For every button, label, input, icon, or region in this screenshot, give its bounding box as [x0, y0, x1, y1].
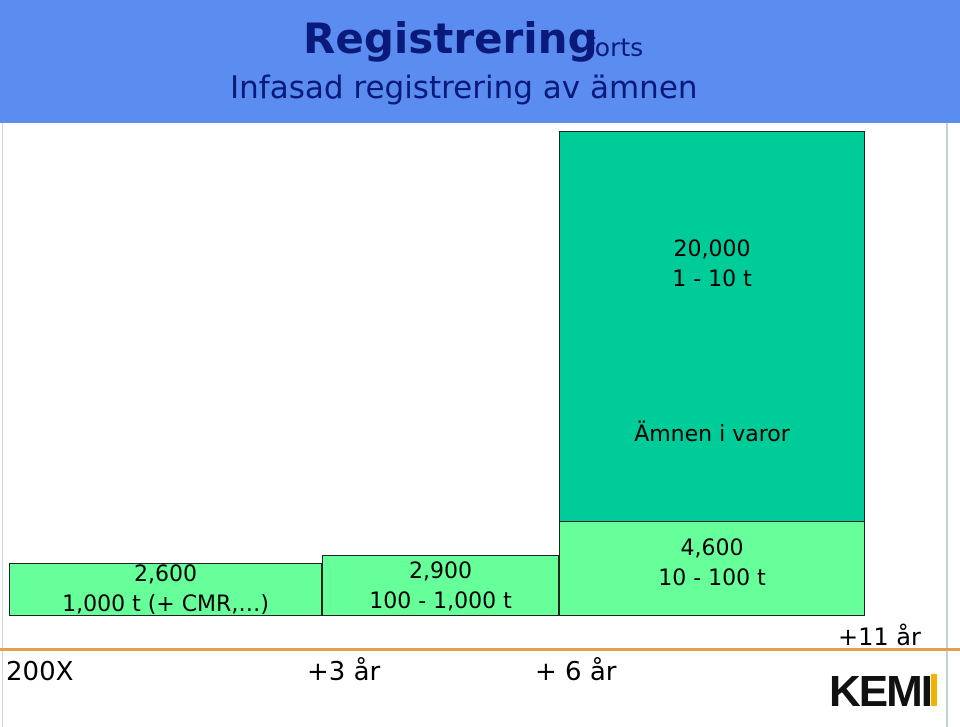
- bar-2900: [322, 555, 559, 616]
- page-title-suffix: forts: [586, 33, 644, 62]
- timeline-tick-200x: 200X: [6, 657, 74, 687]
- timeline-axis: [0, 648, 960, 651]
- timeline-tick-6-years: + 6 år: [535, 657, 617, 687]
- bar-4600-count: 4,600: [680, 536, 744, 561]
- page-title: Registrering: [303, 14, 598, 63]
- timeline-tick-11-years: +11 år: [838, 623, 921, 651]
- timeline-tick-3-years: +3 år: [307, 657, 381, 687]
- bar-2600-count: 2,600: [134, 562, 197, 587]
- bar-20000-note: Ämnen i varor: [634, 422, 790, 447]
- bar-4600: [559, 521, 865, 616]
- frame-left-edge: [2, 123, 3, 727]
- page-subtitle: Infasad registrering av ämnen: [230, 70, 698, 106]
- frame-right-edge: [946, 123, 948, 727]
- bar-2600-tonnage: 1,000 t (+ CMR,…): [62, 592, 269, 617]
- bar-20000: [559, 131, 865, 522]
- kemi-logo: KEMI: [829, 668, 937, 712]
- bar-20000-count: 20,000: [673, 237, 751, 262]
- bar-2900-tonnage: 100 - 1,000 t: [369, 589, 512, 614]
- bar-2600: [9, 563, 322, 616]
- bar-4600-tonnage: 10 - 100 t: [658, 566, 766, 591]
- bar-2900-count: 2,900: [409, 559, 472, 584]
- svg-text:KEMI: KEMI: [829, 668, 931, 712]
- bar-20000-tonnage: 1 - 10 t: [672, 267, 752, 292]
- title-banner: [0, 0, 960, 123]
